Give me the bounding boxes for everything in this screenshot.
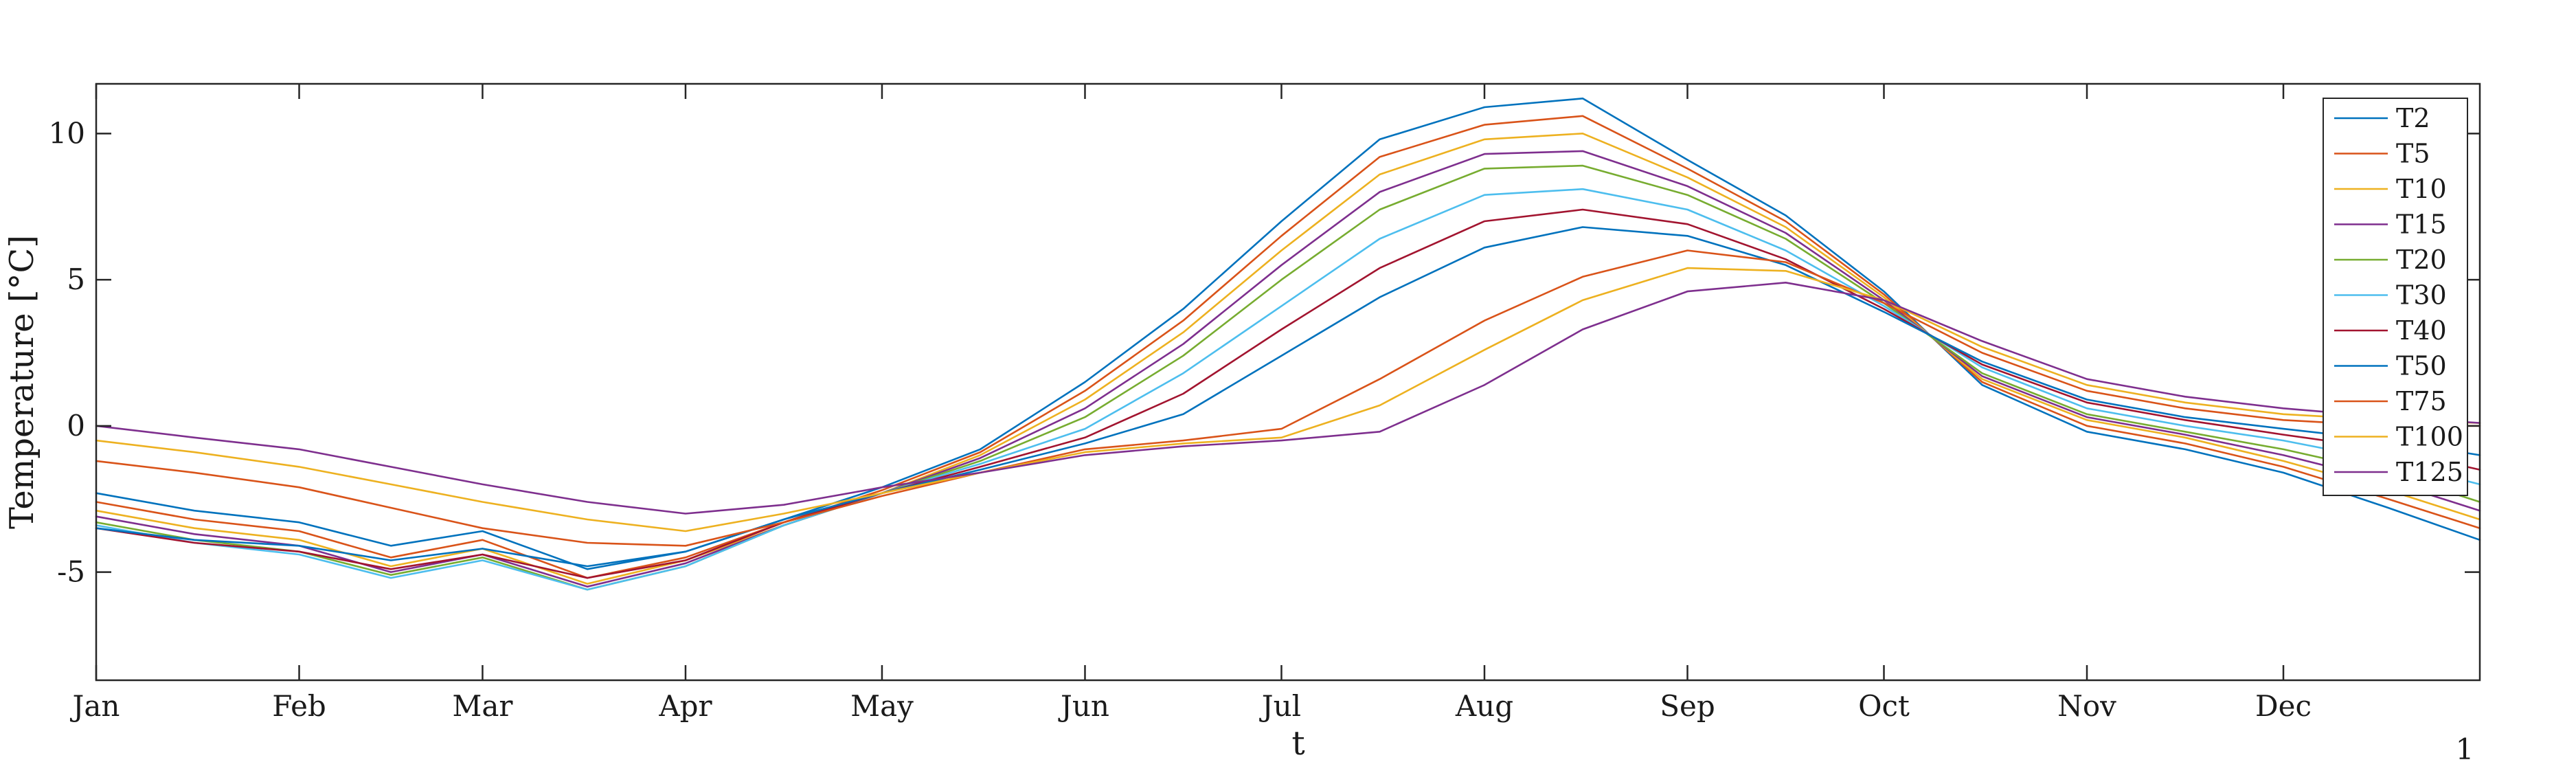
x-tick-label: Dec (2255, 689, 2312, 723)
legend-items: T2 T5 T10 T15 T20 T30 T40 T50 T75 T100 T125 (2334, 103, 2463, 487)
series-line-t20 (95, 164, 2481, 591)
x-tick-label: Jan (70, 689, 120, 723)
series-line-t100 (95, 267, 2481, 533)
series-line-t2 (95, 98, 2481, 570)
x-tick-label: Feb (272, 689, 326, 723)
legend-label-t2: T2 (2396, 103, 2430, 133)
x-tick-label: May (850, 689, 914, 723)
y-tick-label: 0 (67, 409, 85, 442)
y-tick-label: -5 (57, 555, 85, 589)
x-tick-label: Apr (658, 689, 712, 723)
x-tick-label: Mar (452, 689, 513, 723)
x-tick-label: Aug (1455, 689, 1513, 723)
legend-label-t100: T100 (2396, 422, 2463, 452)
plot-frame (95, 82, 2481, 682)
x-tick-label: Oct (1858, 689, 1910, 723)
x-tick-label: Nov (2057, 689, 2116, 723)
x-tick-label: Jun (1058, 689, 1109, 723)
legend-label-t20: T20 (2396, 245, 2447, 275)
legend-label-t5: T5 (2396, 139, 2430, 169)
series-line-t75 (95, 249, 2481, 547)
x-axis-label: t (1291, 724, 1304, 762)
y-tick-label: 10 (49, 116, 85, 150)
legend: T2 T5 T10 T15 T20 T30 T40 T50 T75 T100 T125 (2323, 98, 2468, 496)
legend-label-t15: T15 (2396, 210, 2447, 240)
x-tick-label: Jul (1259, 689, 1301, 723)
series-line-t50 (95, 226, 2481, 568)
legend-label-t40: T40 (2396, 315, 2447, 346)
series-line-t5 (95, 115, 2481, 579)
tick-layer: Jan Feb Mar Apr May Jun Jul Aug Sep Oct Nov Dec 10 5 0… (49, 84, 2480, 723)
legend-box (2323, 98, 2468, 496)
series-line-t30 (95, 188, 2481, 591)
x-tick-label: Sep (1660, 689, 1715, 723)
series-line-t40 (95, 208, 2481, 579)
y-tick-label: 5 (67, 262, 85, 296)
legend-label-t75: T75 (2396, 386, 2447, 416)
legend-label-t125: T125 (2396, 457, 2463, 487)
page-number: 1 (2456, 732, 2474, 762)
series-line-t125 (95, 281, 2481, 515)
legend-label-t30: T30 (2396, 280, 2447, 311)
series-layer (95, 98, 2481, 591)
legend-label-t10: T10 (2396, 174, 2447, 204)
y-axis-label: Temperature [°C] (3, 235, 41, 529)
legend-label-t50: T50 (2396, 351, 2447, 381)
